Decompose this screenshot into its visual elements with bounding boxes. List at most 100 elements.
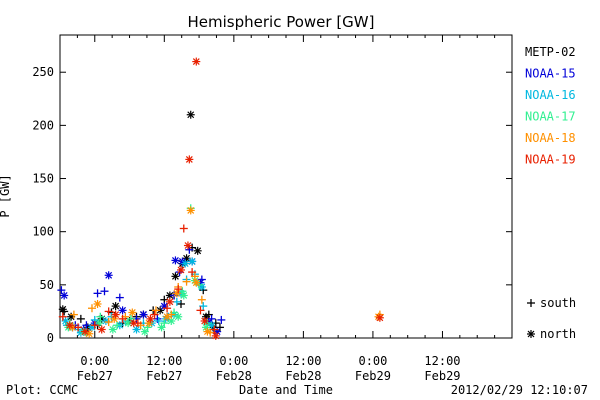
y-tick-label: 200 (32, 118, 54, 132)
marker-stroke (194, 247, 202, 255)
marker-stroke (112, 311, 120, 319)
x-tick-time-label: 12:00 (146, 354, 182, 368)
marker-stroke (187, 111, 195, 119)
north-point (176, 265, 185, 274)
chart-title: Hemispheric Power [GW] (188, 13, 375, 31)
north-point (124, 319, 133, 328)
marker-stroke (141, 328, 149, 336)
x-axis: 0:00Feb2712:00Feb270:00Feb2812:00Feb280:… (59, 35, 513, 383)
marker-stroke (192, 58, 200, 66)
marker-stroke (112, 302, 120, 310)
south-point (199, 302, 208, 311)
marker-stroke (133, 326, 140, 333)
marker-stroke (140, 311, 147, 319)
marker-stroke (180, 292, 188, 299)
south-point (196, 306, 205, 315)
marker-stroke (62, 317, 69, 325)
marker-stroke (172, 272, 179, 280)
marker-stroke (128, 309, 136, 316)
marker-stroke (184, 242, 192, 249)
marker-stroke (124, 319, 132, 327)
y-axis: 0 50 100 150 200 250 (32, 65, 512, 345)
north-point (172, 289, 181, 298)
south-point (115, 293, 124, 302)
marker-stroke (60, 292, 68, 299)
north-point (211, 331, 220, 340)
legend-entry: NOAA-17 (525, 110, 576, 124)
south-point (527, 299, 535, 307)
legend-entry: NOAA-19 (525, 153, 576, 167)
north-point (182, 254, 191, 263)
marker-stroke (174, 313, 182, 321)
x-tick-time-label: 12:00 (424, 354, 460, 368)
marker-stroke (158, 323, 165, 331)
y-tick-label: 150 (32, 172, 54, 186)
marker-stroke (94, 300, 101, 308)
marker-stroke (202, 313, 210, 321)
marker-stroke (177, 266, 185, 274)
south-point (154, 316, 163, 325)
north-point (171, 256, 180, 265)
north-point (140, 327, 149, 336)
marker-stroke (66, 321, 74, 329)
y-axis-label: P [GW] (0, 174, 12, 217)
legend-entry: NOAA-15 (525, 67, 576, 81)
marker-stroke (376, 314, 384, 322)
north-point (118, 306, 127, 315)
north-point (186, 206, 195, 215)
x-tick-date-label: Feb28 (285, 369, 321, 383)
plot-area-frame (59, 34, 513, 339)
north-point (192, 57, 201, 66)
series-metp-02 (58, 110, 224, 332)
marker-stroke (110, 315, 118, 323)
north-point (188, 257, 197, 266)
north-point (179, 291, 188, 300)
plot-credit: Plot: CCMC (6, 383, 78, 397)
north-point (65, 321, 74, 330)
marker-stroke (81, 328, 89, 336)
marker-stroke (109, 326, 117, 333)
south-point (96, 312, 105, 321)
south-point (215, 323, 224, 332)
marker-legend-label: north (540, 327, 576, 341)
x-tick-date-label: Feb29 (355, 369, 391, 383)
x-tick-date-label: Feb28 (216, 369, 252, 383)
x-tick-time-label: 0:00 (358, 354, 387, 368)
x-tick-date-label: Feb29 (424, 369, 460, 383)
north-point (186, 110, 195, 119)
south-point (176, 299, 185, 308)
y-tick-label: 250 (32, 65, 54, 79)
marker-stroke (185, 155, 193, 163)
marker-stroke (203, 328, 211, 336)
marker-stroke (213, 328, 221, 336)
north-point (146, 314, 155, 323)
south-point (113, 321, 122, 330)
marker-stroke (181, 260, 189, 268)
data-points (57, 57, 384, 340)
plot-timestamp: 2012/02/29 12:10:07 (451, 383, 588, 397)
north-point (192, 278, 201, 287)
x-tick-time-label: 0:00 (219, 354, 248, 368)
x-tick-time-label: 0:00 (80, 354, 109, 368)
north-point (171, 272, 180, 281)
south-point (150, 310, 159, 319)
north-point (111, 302, 120, 311)
marker-stroke (102, 317, 110, 325)
south-point (190, 272, 199, 281)
north-point (185, 155, 194, 164)
marker-stroke (172, 256, 179, 264)
south-point (87, 304, 96, 313)
marker-stroke (192, 279, 200, 287)
south-point (182, 277, 191, 286)
legend-entry: METP-02 (525, 45, 576, 59)
south-point (74, 323, 83, 332)
marker-stroke (146, 315, 154, 323)
south-point (118, 314, 127, 323)
south-point (104, 307, 113, 316)
series-noaa-19 (58, 57, 384, 340)
south-point (172, 297, 181, 306)
north-point (81, 327, 90, 336)
north-point (375, 313, 384, 322)
marker-stroke (119, 306, 127, 314)
north-point (174, 312, 183, 321)
